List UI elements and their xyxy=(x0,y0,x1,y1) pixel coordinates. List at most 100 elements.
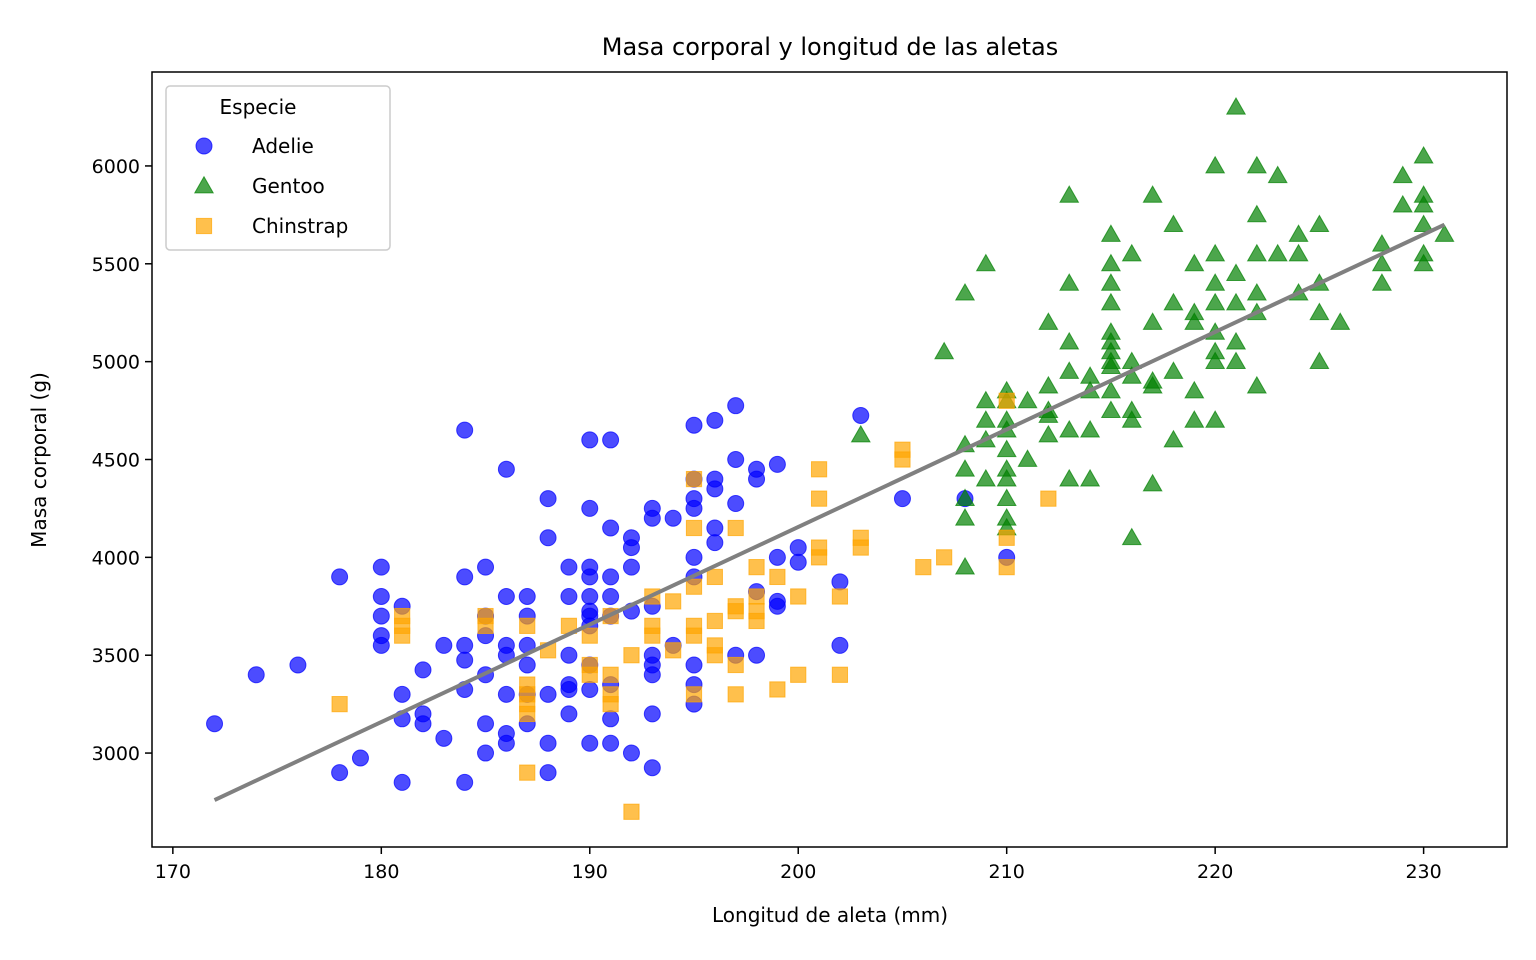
data-point-chinstrap xyxy=(998,559,1015,576)
data-point-gentoo xyxy=(1309,351,1330,370)
data-point-gentoo xyxy=(954,508,976,526)
data-point-adelie xyxy=(748,470,766,488)
data-point-gentoo xyxy=(1413,253,1434,272)
data-point-gentoo xyxy=(1059,273,1080,291)
data-point-gentoo xyxy=(1309,302,1330,321)
data-point-chinstrap xyxy=(915,559,932,576)
data-point-gentoo xyxy=(975,468,996,487)
data-point-gentoo xyxy=(1184,312,1205,330)
data-point-gentoo xyxy=(1038,312,1059,330)
x-tick-label: 220 xyxy=(1197,861,1233,883)
data-point-adelie xyxy=(581,734,599,752)
y-tick-label: 3500 xyxy=(92,645,140,667)
axes: 170 180 190 200 210 220 230 3000 3500 4000 4500 500… xyxy=(92,71,1508,883)
legend-marker-gentoo xyxy=(193,175,215,194)
data-point-gentoo xyxy=(1059,361,1080,379)
x-tick-label: 200 xyxy=(780,861,816,883)
data-point-gentoo xyxy=(1330,312,1351,330)
data-point-chinstrap xyxy=(748,612,765,630)
data-point-adelie xyxy=(664,509,682,527)
data-point-adelie xyxy=(456,421,474,439)
data-point-adelie xyxy=(643,666,661,684)
data-point-gentoo xyxy=(1288,243,1309,262)
data-point-adelie xyxy=(581,587,599,605)
y-tick-label: 6000 xyxy=(92,156,140,178)
data-point-chinstrap xyxy=(706,647,723,664)
data-point-adelie xyxy=(497,734,515,752)
legend-marker-chinstrap xyxy=(195,217,213,235)
data-point-chinstrap xyxy=(727,519,744,537)
data-point-gentoo xyxy=(1038,424,1059,443)
data-point-adelie xyxy=(560,680,578,698)
data-point-gentoo xyxy=(975,410,996,428)
data-point-chinstrap xyxy=(623,647,640,664)
data-point-chinstrap xyxy=(519,617,536,634)
data-point-adelie xyxy=(477,715,495,733)
data-point-adelie xyxy=(893,490,911,508)
data-point-gentoo xyxy=(934,341,955,360)
data-point-chinstrap xyxy=(331,696,348,713)
data-point-adelie xyxy=(727,397,745,415)
data-point-adelie xyxy=(477,744,495,762)
data-point-adelie xyxy=(331,764,349,782)
data-point-chinstrap xyxy=(685,627,703,644)
data-point-chinstrap xyxy=(581,627,598,644)
x-axis-label: Longitud de aleta (mm) xyxy=(712,903,948,927)
x-tick-label: 190 xyxy=(572,861,608,883)
data-point-chinstrap xyxy=(1040,490,1057,507)
data-point-gentoo xyxy=(1371,273,1392,291)
data-point-gentoo xyxy=(1246,375,1267,394)
data-point-gentoo xyxy=(1100,380,1121,399)
data-point-chinstrap xyxy=(769,568,786,586)
data-point-adelie xyxy=(539,734,557,752)
data-point-adelie xyxy=(414,715,432,733)
data-point-adelie xyxy=(602,568,620,586)
data-point-chinstrap xyxy=(998,392,1015,409)
data-point-gentoo xyxy=(1163,429,1184,448)
data-point-adelie xyxy=(456,636,474,654)
data-point-adelie xyxy=(497,587,515,605)
data-point-adelie xyxy=(435,636,453,654)
data-point-adelie xyxy=(643,759,661,777)
data-point-chinstrap xyxy=(477,617,494,634)
data-point-adelie xyxy=(581,568,599,586)
data-point-chinstrap xyxy=(706,568,723,586)
data-point-gentoo xyxy=(1225,97,1247,115)
data-point-adelie xyxy=(768,597,786,615)
data-point-chinstrap xyxy=(831,588,849,605)
data-point-gentoo xyxy=(1246,243,1267,262)
data-point-gentoo xyxy=(1142,375,1163,394)
data-point-gentoo xyxy=(1100,273,1121,291)
data-point-chinstrap xyxy=(936,549,953,566)
data-point-chinstrap xyxy=(998,529,1015,546)
data-point-chinstrap xyxy=(706,612,723,630)
data-point-chinstrap xyxy=(790,588,807,605)
plot-area xyxy=(206,97,1455,820)
data-point-adelie xyxy=(706,534,724,552)
y-tick-label: 5500 xyxy=(92,254,140,276)
y-tick-label: 3000 xyxy=(92,743,140,765)
data-point-adelie xyxy=(560,705,578,723)
data-point-adelie xyxy=(685,548,703,566)
data-point-adelie xyxy=(789,553,807,571)
data-point-gentoo xyxy=(996,468,1017,487)
data-point-adelie xyxy=(518,656,536,674)
data-point-adelie xyxy=(748,646,766,664)
data-point-adelie xyxy=(393,685,411,703)
data-point-adelie xyxy=(706,411,724,429)
data-point-chinstrap xyxy=(894,451,911,468)
data-point-gentoo xyxy=(1100,400,1121,418)
data-point-adelie xyxy=(456,568,474,586)
trend-line xyxy=(213,222,1446,802)
data-point-adelie xyxy=(602,710,620,728)
data-point-gentoo xyxy=(1225,292,1247,311)
data-point-gentoo xyxy=(1225,351,1247,370)
data-point-chinstrap xyxy=(810,549,828,566)
data-point-adelie xyxy=(643,509,661,527)
data-point-gentoo xyxy=(1121,243,1142,262)
data-point-chinstrap xyxy=(810,490,828,507)
data-point-chinstrap xyxy=(581,666,598,683)
data-point-adelie xyxy=(560,558,578,576)
data-point-chinstrap xyxy=(519,705,536,723)
data-point-gentoo xyxy=(1080,468,1101,487)
